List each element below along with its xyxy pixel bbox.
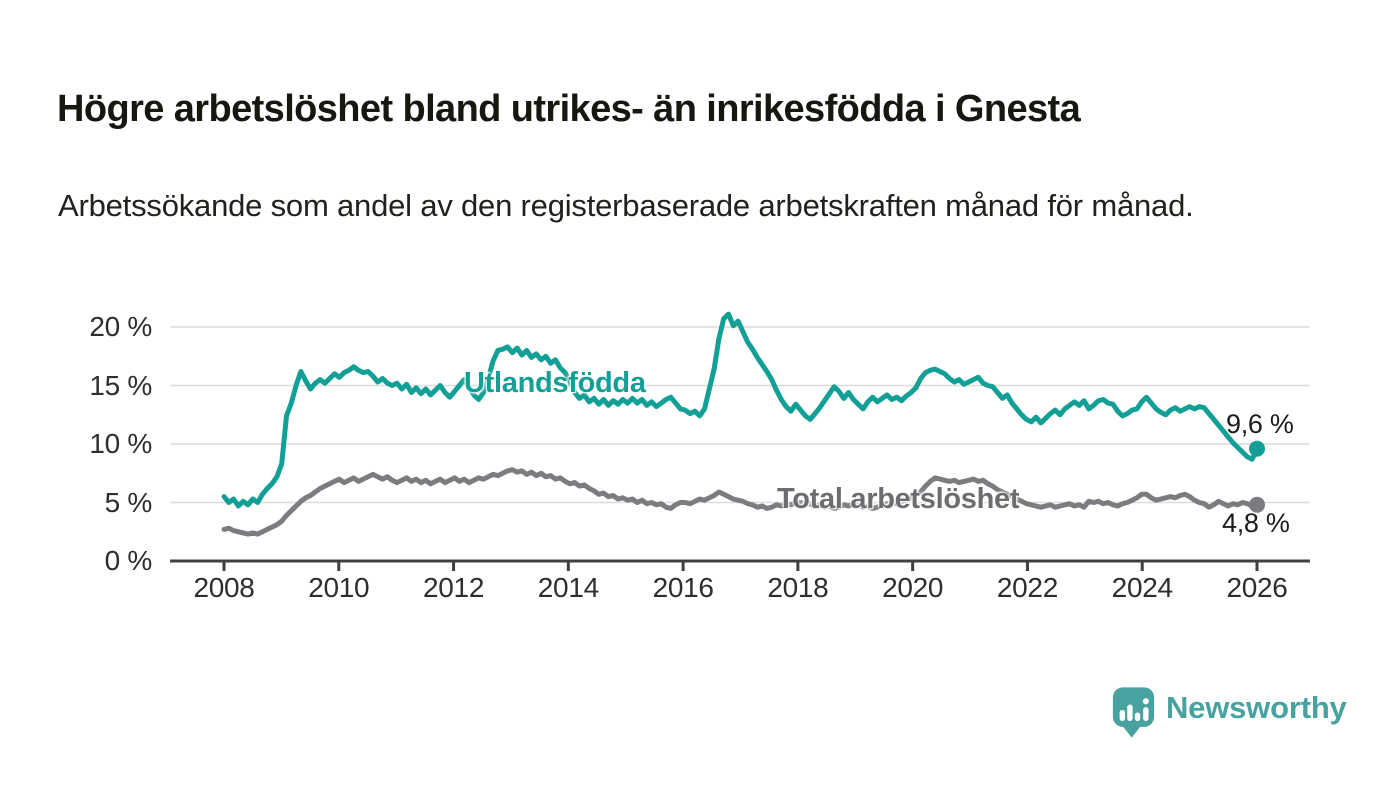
x-axis-tick-label: 2008 bbox=[193, 572, 255, 603]
end-value-label-utlandsfodda: 9,6 % bbox=[1226, 409, 1294, 439]
page-title: Högre arbetslöshet bland utrikes- än inr… bbox=[57, 88, 1081, 131]
x-axis-tick-label: 2022 bbox=[996, 572, 1058, 603]
end-value-label-total-arbetsloshet: 4,8 % bbox=[1222, 508, 1290, 538]
series-end-dot-1 bbox=[1249, 496, 1265, 513]
y-axis-tick-label: 15 % bbox=[89, 369, 152, 401]
newsworthy-logo: Newsworthy bbox=[1112, 684, 1347, 740]
series-line-0 bbox=[221, 311, 1260, 509]
series-end-dot-0 bbox=[1249, 440, 1265, 457]
x-axis-tick-label: 2026 bbox=[1226, 572, 1288, 603]
series-label-total-arbetsloshet: Total arbetslöshet bbox=[777, 483, 1020, 515]
x-axis-tick-label: 2010 bbox=[308, 572, 370, 603]
x-axis-tick-label: 2016 bbox=[652, 572, 714, 603]
y-axis-tick-label: 10 % bbox=[89, 428, 152, 459]
newsworthy-logo-text: Newsworthy bbox=[1166, 690, 1347, 725]
series-label-utlandsfodda: Utlandsfödda bbox=[464, 367, 646, 399]
bar-chart-speech-bubble-icon bbox=[1112, 686, 1155, 738]
series-line-1 bbox=[221, 467, 1260, 537]
x-axis-tick-label: 2020 bbox=[882, 572, 944, 603]
y-axis-tick-label: 5 % bbox=[104, 486, 153, 518]
x-axis-tick-label: 2012 bbox=[423, 572, 485, 603]
y-axis-tick-label: 20 % bbox=[89, 311, 152, 342]
y-axis-tick-label: 0 % bbox=[104, 545, 153, 576]
x-axis-tick-label: 2014 bbox=[537, 572, 599, 603]
page-subtitle: Arbetssökande som andel av den registerb… bbox=[58, 188, 1194, 223]
x-axis-tick-label: 2018 bbox=[767, 572, 829, 603]
x-axis-tick-label: 2024 bbox=[1111, 572, 1173, 603]
